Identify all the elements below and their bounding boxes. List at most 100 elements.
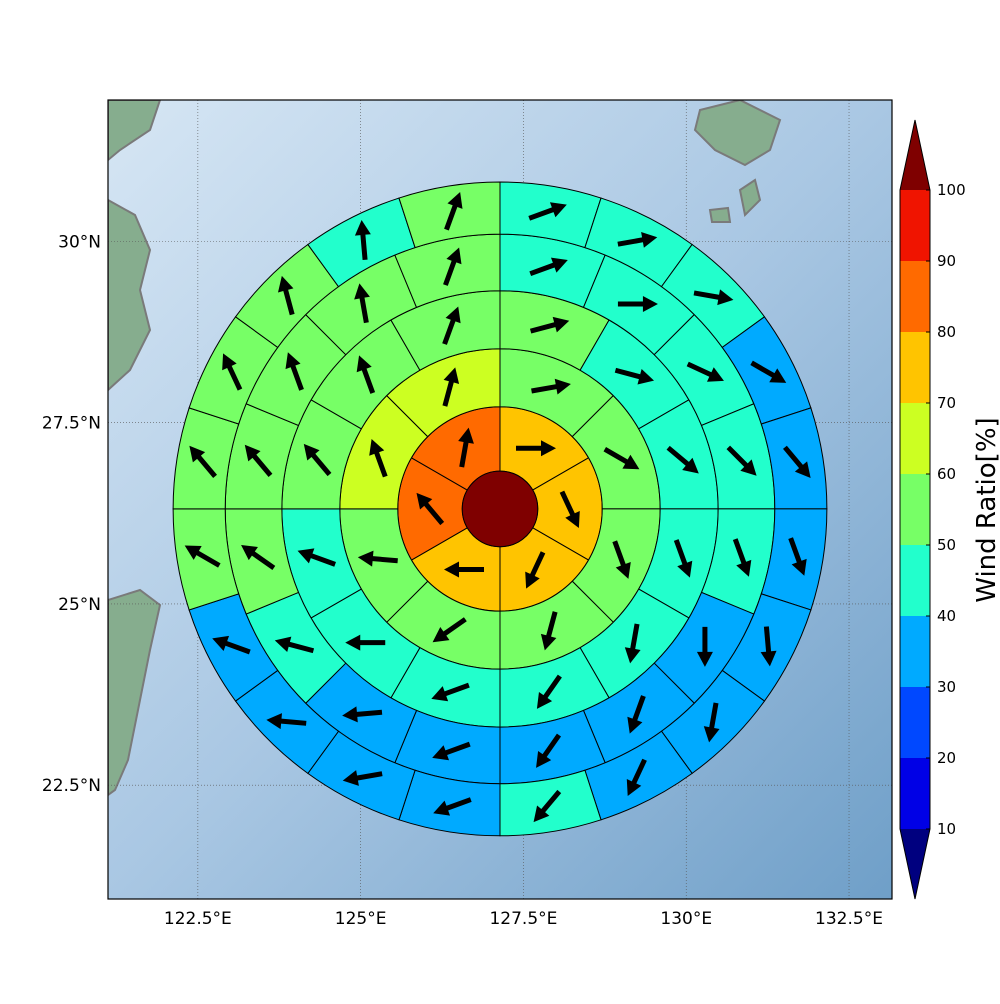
wind-arrow: [627, 695, 646, 734]
x-tick-label: 132.5°E: [815, 909, 883, 929]
wind-arrow: [212, 635, 251, 655]
wind-arrow: [686, 361, 724, 382]
wind-arrow: [666, 445, 699, 474]
wind-arrow: [732, 538, 752, 577]
wind-arrow: [416, 492, 445, 526]
wind-arrow: [788, 537, 807, 576]
wind-arrow: [431, 682, 470, 702]
wind-arrow: [624, 623, 641, 664]
colorbar-label: Wind Ratio[%]: [972, 417, 1000, 602]
colorbar-swatch: [900, 474, 930, 545]
wind-arrow: [357, 550, 398, 567]
wind-arrow: [342, 706, 383, 723]
wind-arrow: [614, 367, 655, 385]
wind-arrow: [612, 540, 631, 579]
wind-arrow: [433, 797, 472, 816]
wind-arrow: [443, 247, 462, 286]
map-frame: [107, 99, 893, 900]
sectors: [172, 181, 828, 837]
colorbar-extend-high: [900, 120, 930, 190]
x-tick-label: 125°E: [335, 909, 387, 929]
wind-arrow: [516, 440, 556, 457]
wind-arrow: [726, 445, 757, 476]
colorbar-tick-label: 90: [937, 252, 956, 270]
wind-arrow: [241, 544, 276, 570]
colorbar-swatch: [900, 261, 930, 332]
wind-arrow: [342, 770, 383, 786]
colorbar: 10 20 30 40 50 60 70 80 90 100: [899, 119, 966, 900]
wind-arrow: [442, 367, 460, 407]
wind-arrow: [531, 378, 571, 395]
colorbar-tick-label: 10: [937, 820, 956, 838]
colorbar-swatch: [900, 758, 930, 829]
colorbar-tick-label: 30: [937, 678, 956, 696]
wind-arrow: [750, 360, 787, 383]
colorbar-swatch: [900, 332, 930, 403]
wind-arrow: [533, 789, 562, 823]
y-tick-label: 22.5°N: [42, 776, 101, 796]
wind-arrow: [244, 444, 273, 478]
x-tick-label: 127.5°E: [489, 909, 557, 929]
wind-arrow: [274, 636, 315, 654]
wind-arrow: [617, 231, 658, 248]
colorbar-extend-low: [900, 829, 930, 899]
wind-arrow: [529, 316, 570, 334]
wind-arrow: [297, 548, 336, 567]
colorbar-swatch: [900, 190, 930, 261]
wind-arrow: [559, 490, 580, 528]
colorbar-swatch: [900, 403, 930, 474]
x-tick-label: 130°E: [660, 909, 712, 929]
colorbar-tick-label: 80: [937, 323, 956, 341]
wind-arrow: [693, 289, 734, 306]
wind-arrow: [529, 257, 568, 277]
wind-arrow: [696, 626, 713, 667]
center-disk: [461, 470, 539, 548]
colorbar-tick-label: 50: [937, 536, 956, 554]
wind-arrow: [673, 539, 693, 578]
colorbar-tick-label: 40: [937, 607, 956, 625]
wind-arrow: [540, 611, 558, 651]
wind-arrow: [432, 741, 471, 761]
wind-arrow: [528, 202, 567, 221]
wind-arrow: [760, 626, 777, 667]
y-tick-label: 25°N: [58, 595, 101, 615]
wind-arrow: [536, 733, 562, 768]
wind-arrow: [184, 545, 221, 568]
colorbar-swatch: [900, 616, 930, 687]
wind-arrow: [444, 561, 484, 578]
colorbar-tick-label: 100: [937, 181, 966, 199]
ticks: 122.5°E 125°E 127.5°E 130°E 132.5°E 22.5°N 25°…: [42, 232, 883, 929]
colorbar-tick-label: 20: [937, 749, 956, 767]
wind-arrow: [354, 219, 371, 261]
wind-arrow: [703, 702, 720, 743]
wind-arrow: [345, 634, 386, 651]
wind-arrow: [277, 275, 295, 316]
wind-arrow: [626, 758, 647, 797]
y-tick-label: 27.5°N: [42, 414, 101, 434]
wind-arrow: [603, 447, 640, 470]
wind-arrow: [458, 427, 474, 468]
wind-arrow: [285, 352, 304, 391]
wind-arrow: [266, 713, 307, 730]
wind-arrow: [354, 283, 370, 324]
colorbar-tick-label: 60: [937, 465, 956, 483]
wind-arrow: [442, 306, 461, 345]
wind-arrow: [783, 445, 811, 478]
wind-arrow: [303, 443, 332, 477]
wind-arrow: [444, 192, 463, 231]
wind-arrow: [525, 551, 546, 589]
land: [108, 100, 782, 797]
colorbar-swatch: [900, 687, 930, 758]
colorbar-tick-label: 70: [937, 394, 956, 412]
wind-arrow: [432, 617, 467, 643]
colorbar-swatch: [900, 545, 930, 616]
y-tick-label: 30°N: [58, 232, 101, 252]
wind-arrow: [369, 438, 388, 478]
wind-arrow: [189, 445, 217, 479]
wind-arrow: [222, 353, 243, 391]
wind-arrow: [356, 355, 376, 394]
wind-arrow: [617, 295, 658, 312]
wind-arrow: [536, 674, 562, 709]
x-tick-label: 122.5°E: [164, 909, 232, 929]
